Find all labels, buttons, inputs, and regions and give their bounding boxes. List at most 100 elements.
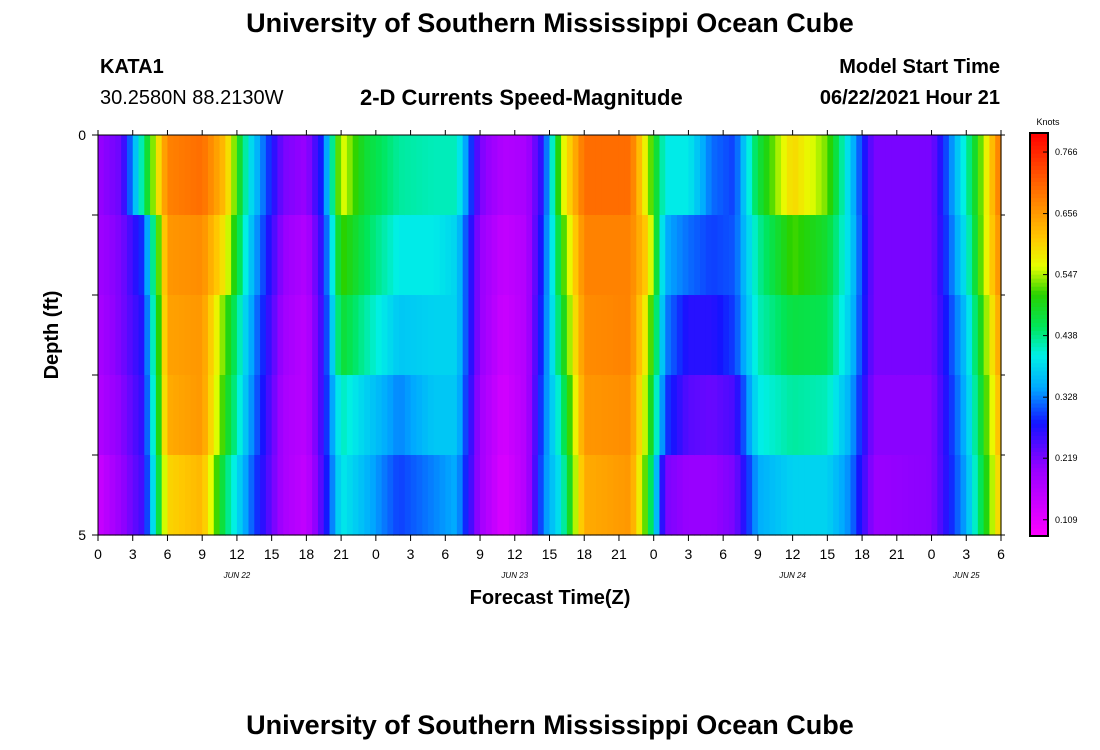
heat-cell (526, 215, 533, 296)
heat-cell (705, 295, 713, 376)
heat-cell (520, 455, 527, 536)
heat-cell (549, 455, 556, 536)
heat-cell (387, 375, 394, 456)
heat-cell (138, 455, 145, 536)
heat-cell (503, 455, 510, 536)
heat-cell (618, 135, 626, 216)
heat-cell (775, 295, 782, 376)
colorbar-segment (1030, 403, 1048, 408)
colorbar-segment (1030, 161, 1048, 166)
heat-cell (700, 135, 707, 216)
heat-cell (306, 135, 313, 216)
heat-cell (960, 375, 967, 456)
heat-cell (838, 215, 846, 296)
heat-cell (445, 215, 452, 296)
colorbar-segment (1030, 241, 1048, 247)
heat-cell (480, 375, 487, 456)
heat-cell (717, 215, 724, 296)
heat-cell (520, 215, 527, 296)
heat-cell (144, 455, 151, 536)
heat-cell (173, 455, 180, 536)
heat-cell (190, 215, 198, 296)
heat-cell (468, 135, 475, 216)
heat-cell (740, 455, 747, 536)
heat-cell (312, 135, 319, 216)
x-axis-ticks: 0 3 6 9 12 15 18 21 0 3 6 9 12 15 18 21 0 3 6 9 12 15 18 21 0 3 6 (94, 130, 1005, 562)
heat-cell (126, 135, 134, 216)
heat-cell (115, 135, 122, 216)
heat-cell (346, 135, 354, 216)
heat-cell (497, 135, 504, 216)
heat-cell (514, 295, 522, 376)
colorbar-segment (1030, 463, 1048, 469)
colorbar-segment (1030, 411, 1048, 416)
heat-cell (289, 215, 296, 296)
heat-cell (375, 215, 383, 296)
heat-cell (867, 295, 875, 376)
heat-cell (584, 295, 591, 376)
heat-cell (595, 215, 603, 296)
heat-cell (607, 455, 614, 536)
heat-cell (671, 295, 678, 376)
heat-cell (798, 295, 805, 376)
colorbar-segment (1030, 342, 1048, 348)
heat-cell (954, 455, 962, 536)
heat-cell (607, 295, 614, 376)
heat-cell (445, 455, 452, 536)
heat-cell (416, 375, 423, 456)
heat-cell (167, 215, 174, 296)
colorbar-segment (1030, 334, 1048, 340)
heat-cell (271, 135, 279, 216)
heat-cell (196, 295, 203, 376)
heat-cell (821, 135, 828, 216)
heat-cell (682, 375, 690, 456)
heat-cell (352, 215, 360, 296)
heat-cell (757, 375, 765, 456)
heat-cell (595, 135, 603, 216)
heat-cell (885, 455, 892, 536)
heat-cell (705, 215, 713, 296)
heat-cell (948, 455, 956, 536)
heat-cell (225, 215, 232, 296)
heat-cell (694, 215, 701, 296)
heat-cell (671, 455, 678, 536)
heat-cell (561, 215, 568, 296)
heat-cell (532, 455, 539, 536)
heat-cell (636, 295, 643, 376)
heat-cell (821, 215, 828, 296)
heat-cell (856, 375, 863, 456)
heat-cell (167, 135, 174, 216)
heat-cell (508, 215, 516, 296)
colorbar-tick-label: 0.219 (1055, 453, 1078, 463)
heat-cell (341, 135, 348, 216)
heat-cell (468, 295, 475, 376)
heat-cell (491, 295, 499, 376)
heat-cell (138, 295, 145, 376)
colorbar-label: Knots (1036, 117, 1060, 127)
heat-cell (485, 135, 493, 216)
heat-cell (503, 135, 510, 216)
heat-cell (659, 135, 666, 216)
heat-cell (584, 215, 591, 296)
heat-cell (260, 455, 267, 536)
heat-cell (752, 215, 759, 296)
heat-cell (954, 295, 962, 376)
heat-cell (896, 215, 904, 296)
heat-cell (618, 295, 626, 376)
heat-cell (578, 455, 585, 536)
colorbar-segment (1030, 245, 1048, 251)
heat-cell (549, 375, 556, 456)
heat-cell (468, 455, 475, 536)
heat-cell (161, 375, 169, 456)
y-tick-label: 5 (78, 527, 86, 543)
heat-cell (937, 135, 944, 216)
heat-cell (416, 455, 423, 536)
heat-cell (653, 215, 661, 296)
heat-cell (943, 135, 950, 216)
heat-cell (520, 295, 527, 376)
heat-cell (919, 135, 927, 216)
colorbar-segment (1030, 177, 1048, 182)
heat-cell (190, 455, 198, 536)
heat-cell (862, 215, 869, 296)
heat-cell (665, 295, 672, 376)
